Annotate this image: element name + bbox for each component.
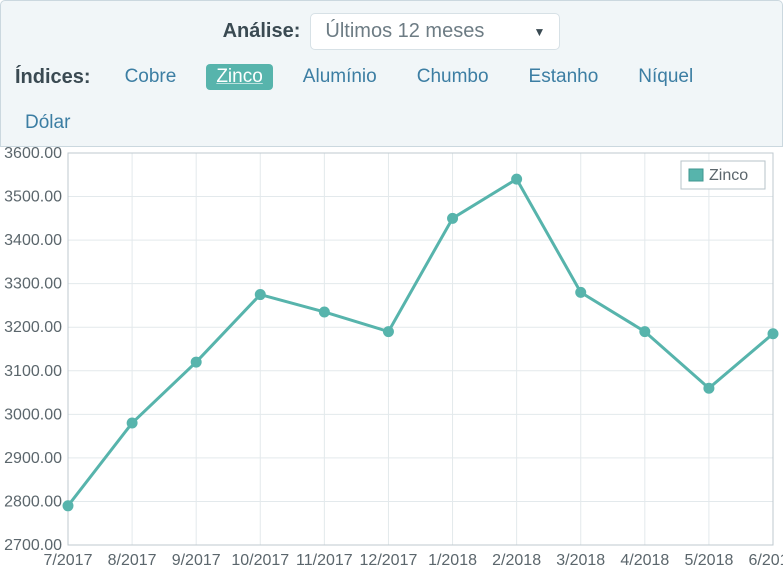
x-tick-label: 8/2017 bbox=[108, 552, 157, 569]
data-point bbox=[576, 287, 586, 297]
data-point bbox=[191, 357, 201, 367]
x-tick-label: 9/2017 bbox=[172, 552, 221, 569]
analise-row: Análise: Últimos 12 meses ▼ bbox=[11, 9, 772, 60]
data-point bbox=[768, 329, 778, 339]
y-tick-label: 3100.00 bbox=[4, 363, 62, 380]
indices-tabs: Índices: Cobre Zinco Alumínio Chumbo Est… bbox=[11, 60, 772, 146]
x-tick-label: 11/2017 bbox=[296, 552, 353, 569]
x-tick-label: 6/2018 bbox=[749, 552, 783, 569]
period-select-value: Últimos 12 meses bbox=[325, 20, 484, 42]
data-point bbox=[127, 418, 137, 428]
period-select[interactable]: Últimos 12 meses ▼ bbox=[310, 13, 560, 50]
data-point bbox=[640, 327, 650, 337]
data-point bbox=[319, 307, 329, 317]
y-tick-label: 2900.00 bbox=[4, 450, 62, 467]
tab-zinco[interactable]: Zinco bbox=[206, 64, 272, 90]
data-point bbox=[63, 501, 73, 511]
data-point bbox=[383, 327, 393, 337]
legend-label: Zinco bbox=[709, 167, 748, 184]
y-tick-label: 3400.00 bbox=[4, 232, 62, 249]
tab-aluminio[interactable]: Alumínio bbox=[293, 64, 387, 90]
line-chart: 2700.002800.002900.003000.003100.003200.… bbox=[0, 147, 783, 573]
tab-cobre[interactable]: Cobre bbox=[115, 64, 187, 90]
panel: Análise: Últimos 12 meses ▼ Índices: Cob… bbox=[0, 0, 783, 520]
data-point bbox=[512, 174, 522, 184]
y-tick-label: 3600.00 bbox=[4, 147, 62, 162]
x-tick-label: 2/2018 bbox=[492, 552, 541, 569]
data-point bbox=[448, 213, 458, 223]
y-tick-label: 2800.00 bbox=[4, 493, 62, 510]
x-tick-label: 3/2018 bbox=[556, 552, 605, 569]
data-point bbox=[704, 383, 714, 393]
x-tick-label: 1/2018 bbox=[428, 552, 477, 569]
tab-estanho[interactable]: Estanho bbox=[519, 64, 609, 90]
x-tick-label: 7/2017 bbox=[44, 552, 93, 569]
y-tick-label: 3300.00 bbox=[4, 276, 62, 293]
chevron-down-icon: ▼ bbox=[534, 25, 546, 39]
y-tick-label: 3500.00 bbox=[4, 189, 62, 206]
tab-chumbo[interactable]: Chumbo bbox=[407, 64, 499, 90]
tab-niquel[interactable]: Níquel bbox=[628, 64, 703, 90]
legend-swatch bbox=[689, 169, 703, 181]
chart-area: 2700.002800.002900.003000.003100.003200.… bbox=[0, 147, 783, 573]
data-point bbox=[255, 290, 265, 300]
indices-label: Índices: bbox=[15, 66, 91, 89]
x-tick-label: 10/2017 bbox=[231, 552, 289, 569]
header: Análise: Últimos 12 meses ▼ Índices: Cob… bbox=[0, 0, 783, 147]
x-tick-label: 12/2017 bbox=[360, 552, 418, 569]
y-tick-label: 3200.00 bbox=[4, 319, 62, 336]
analise-label: Análise: bbox=[223, 20, 301, 43]
x-tick-label: 5/2018 bbox=[684, 552, 733, 569]
y-tick-label: 3000.00 bbox=[4, 406, 62, 423]
tab-dolar[interactable]: Dólar bbox=[15, 110, 80, 136]
x-tick-label: 4/2018 bbox=[620, 552, 669, 569]
